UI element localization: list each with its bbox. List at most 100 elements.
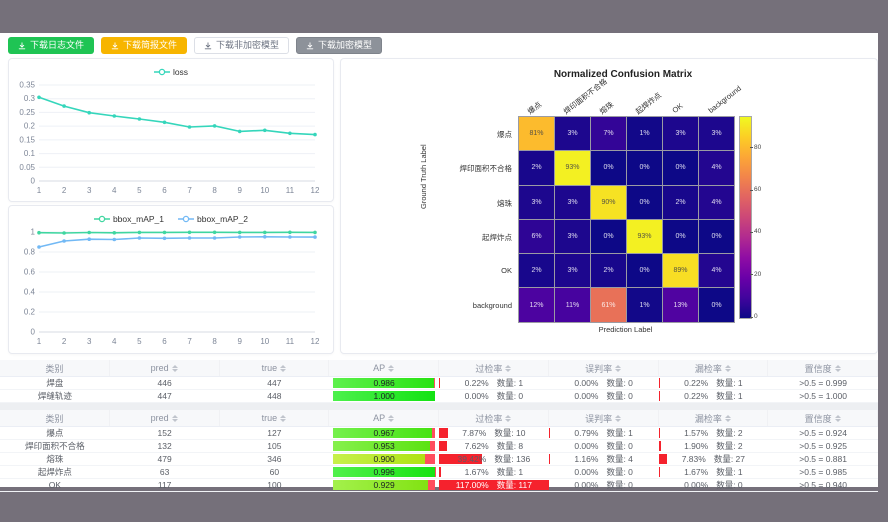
column-header-AP[interactable]: AP bbox=[329, 410, 439, 426]
table-row-焊盘[interactable]: 焊盘 446 447 0.986 0.22% 数量: 1 0.00% 数量: 0 0.22% 数量… bbox=[0, 377, 878, 390]
svg-text:0.2: 0.2 bbox=[24, 308, 36, 317]
over-detect-rate-cell: 7.87% 数量: 10 bbox=[439, 427, 549, 439]
download-button-1[interactable]: 下载日志文件 bbox=[8, 37, 95, 54]
loss-chart: 0 0.05 0.1 0.15 0.2 0.25 0.3 0.35 1 2 3 4 5 6 7 8 9 10 11 1… bbox=[9, 79, 333, 197]
column-header-置信度[interactable]: 置信度 bbox=[768, 360, 878, 376]
column-header-AP[interactable]: AP bbox=[329, 360, 439, 376]
cm-cell-1-1: 93% bbox=[555, 151, 590, 185]
cm-cell-1-3: 0% bbox=[627, 151, 662, 185]
cm-cell-5-5: 0% bbox=[699, 288, 734, 322]
header-label: 置信度 bbox=[804, 413, 832, 424]
misjudge-rate-cell: 0.00% 数量: 0 bbox=[549, 440, 659, 452]
sort-caret-icon[interactable] bbox=[171, 364, 178, 372]
confusion-matrix-colorbar bbox=[739, 116, 752, 319]
miss-detect-rate-value: 1.57% 数量: 2 bbox=[684, 428, 743, 438]
table-row-起焊炸点[interactable]: 起焊炸点 63 60 0.996 1.67% 数量: 1 0.00% 数量: 0 1.67% 数量… bbox=[0, 466, 878, 479]
button-label: 下载日志文件 bbox=[30, 40, 85, 50]
line-chart-svg: 00.050.10.150.20.250.30.351 2 3 4 5 6 7 8 9 10 11 1… bbox=[19, 81, 320, 196]
svg-text:0.25: 0.25 bbox=[19, 108, 35, 117]
table-row-爆点[interactable]: 爆点 152 127 0.967 7.87% 数量: 10 0.79% 数量: 1 1.57% 数… bbox=[0, 427, 878, 440]
header-label: 过检率 bbox=[475, 413, 503, 424]
misjudge-rate-cell: 0.00% 数量: 0 bbox=[549, 466, 659, 478]
misjudge-rate-value: 0.00% 数量: 0 bbox=[574, 378, 633, 388]
pred-cell: 63 bbox=[159, 467, 170, 477]
svg-text:9: 9 bbox=[238, 186, 243, 195]
cm-cell-0-4: 3% bbox=[663, 117, 698, 151]
column-header-误判率[interactable]: 误判率 bbox=[549, 410, 659, 426]
cm-cell-0-2: 7% bbox=[591, 117, 626, 151]
legend-label: loss bbox=[172, 66, 189, 77]
misjudge-rate-value: 0.00% 数量: 0 bbox=[574, 467, 633, 477]
column-header-漏检率[interactable]: 漏检率 bbox=[659, 410, 769, 426]
confidence-cell: >0.5 = 0.999 bbox=[799, 378, 847, 388]
column-header-true[interactable]: true bbox=[220, 410, 330, 426]
colorbar-tick-label: 60 bbox=[754, 186, 762, 194]
column-header-置信度[interactable]: 置信度 bbox=[768, 410, 878, 426]
misjudge-rate-cell: 0.00% 数量: 0 bbox=[549, 390, 659, 402]
miss-detect-rate-cell: 1.90% 数量: 2 bbox=[658, 440, 769, 452]
ap-cell: 0.929 bbox=[329, 479, 439, 491]
column-header-pred[interactable]: pred bbox=[110, 360, 220, 376]
column-header-过检率[interactable]: 过检率 bbox=[439, 410, 549, 426]
legend-label: bbox_mAP_1 bbox=[112, 213, 164, 224]
cm-col-label-3: 起焊炸点 bbox=[633, 90, 664, 117]
miss-detect-rate-bar bbox=[658, 454, 668, 464]
true-cell: 127 bbox=[267, 428, 282, 438]
sort-caret-icon[interactable] bbox=[171, 414, 178, 422]
legend-item-bbox_mAP_1[interactable]: bbox_mAP_1 bbox=[93, 211, 164, 226]
svg-text:5: 5 bbox=[137, 186, 142, 195]
column-header-true[interactable]: true bbox=[220, 360, 330, 376]
sort-caret-icon[interactable] bbox=[615, 414, 622, 422]
over-detect-rate-value: 0.00% 数量: 0 bbox=[464, 391, 524, 401]
sort-caret-icon[interactable] bbox=[724, 364, 731, 372]
over-detect-rate-value: 39.42% 数量: 136 bbox=[457, 454, 531, 464]
header-label: AP bbox=[373, 413, 386, 423]
table-separator bbox=[0, 403, 878, 410]
cm-cell-4-2: 2% bbox=[591, 254, 626, 288]
table-row-OK[interactable]: OK 117 100 0.929 117.00% 数量: 117 0.00% 数量: 0 0.0… bbox=[0, 479, 878, 492]
sort-caret-icon[interactable] bbox=[280, 364, 287, 372]
legend-marker-icon bbox=[93, 215, 110, 222]
cm-row-label-1: 焊印面积不合格 bbox=[459, 164, 513, 174]
sort-caret-icon[interactable] bbox=[834, 364, 841, 372]
ap-bar bbox=[333, 467, 435, 477]
misjudge-rate-value: 1.16% 数量: 4 bbox=[574, 454, 633, 464]
ap-value: 0.953 bbox=[373, 441, 395, 451]
header-label: 类别 bbox=[45, 413, 64, 424]
table-row-熔珠[interactable]: 熔珠 479 346 0.900 39.42% 数量: 136 1.16% 数量: 4 7.83… bbox=[0, 453, 878, 466]
sort-caret-icon[interactable] bbox=[615, 364, 622, 372]
download-button-2[interactable]: 下载简报文件 bbox=[101, 37, 188, 54]
confidence-cell: >0.5 = 0.985 bbox=[799, 467, 847, 477]
table-row-焊印面积不合格[interactable]: 焊印面积不合格 132 105 0.953 7.62% 数量: 8 0.00% 数量: 0 1.… bbox=[0, 440, 878, 453]
over-detect-rate-bar bbox=[439, 428, 448, 438]
sort-caret-icon[interactable] bbox=[724, 414, 731, 422]
sort-caret-icon[interactable] bbox=[505, 364, 512, 372]
svg-text:7: 7 bbox=[187, 337, 192, 346]
sort-caret-icon[interactable] bbox=[388, 364, 395, 372]
svg-text:0.3: 0.3 bbox=[24, 94, 36, 103]
colorbar-tick-mark bbox=[750, 189, 753, 191]
cm-cell-2-0: 3% bbox=[519, 185, 554, 219]
svg-text:1: 1 bbox=[37, 186, 42, 195]
table-row-焊缝轨迹[interactable]: 焊缝轨迹 447 448 1.000 0.00% 数量: 0 0.00% 数量: 0 0.22%… bbox=[0, 390, 878, 403]
miss-detect-rate-value: 0.22% 数量: 1 bbox=[684, 378, 743, 388]
sort-caret-icon[interactable] bbox=[505, 414, 512, 422]
confidence-cell: >0.5 = 0.925 bbox=[799, 441, 847, 451]
legend-item-loss[interactable]: loss bbox=[153, 64, 189, 79]
header-label: 置信度 bbox=[804, 363, 832, 374]
header-label: pred bbox=[150, 363, 169, 373]
column-header-pred[interactable]: pred bbox=[110, 410, 220, 426]
column-header-过检率[interactable]: 过检率 bbox=[439, 360, 549, 376]
sort-caret-icon[interactable] bbox=[834, 414, 841, 422]
sort-caret-icon[interactable] bbox=[388, 414, 395, 422]
download-button-3[interactable]: 下载非加密模型 bbox=[194, 37, 290, 54]
confusion-matrix-grid: 81% 3% 7% 1% 3% 3% 2% 93% 0% 0% 0% 4% 3% 3% 90% 0% 2% 4% 6… bbox=[518, 116, 735, 323]
legend-item-bbox_mAP_2[interactable]: bbox_mAP_2 bbox=[178, 211, 248, 226]
sort-caret-icon[interactable] bbox=[280, 414, 287, 422]
download-button-4[interactable]: 下载加密模型 bbox=[296, 37, 383, 54]
column-header-漏检率[interactable]: 漏检率 bbox=[659, 360, 769, 376]
cm-cell-1-4: 0% bbox=[663, 151, 698, 185]
ap-bar bbox=[333, 454, 435, 464]
cm-cell-0-5: 3% bbox=[699, 117, 734, 151]
column-header-误判率[interactable]: 误判率 bbox=[549, 360, 659, 376]
